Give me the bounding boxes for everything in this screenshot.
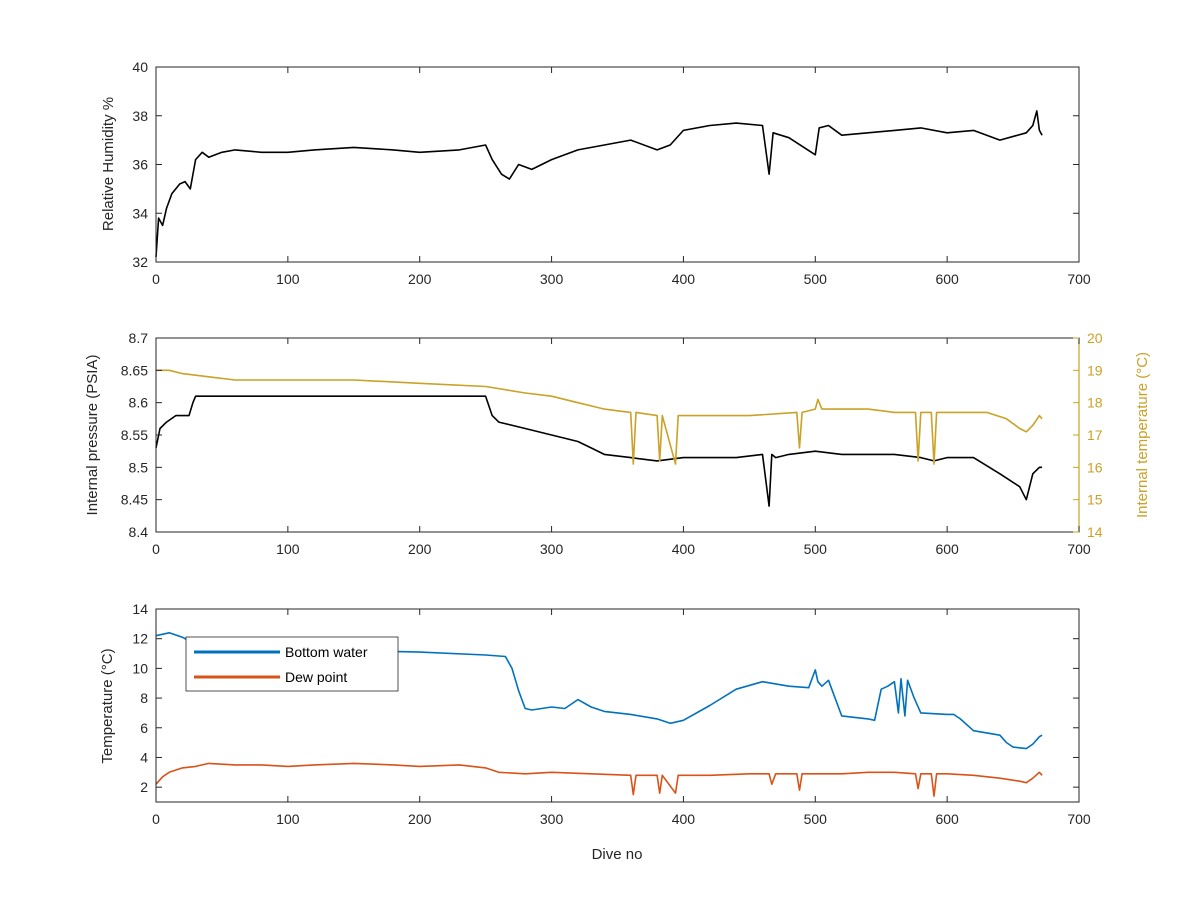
y-tick-label: 2: [140, 779, 148, 795]
humidity-panel: 0 100 200 300 400 500 600 700 32 34 36 38 40 Relati…: [100, 59, 1091, 287]
y2-tick-label: 16: [1087, 459, 1103, 475]
y2-tick-label: 17: [1087, 427, 1103, 443]
x-tick-label: 200: [408, 811, 432, 827]
x-tick-label: 0: [152, 541, 160, 557]
x-tick-label: 600: [935, 811, 959, 827]
x-tick-label: 500: [804, 541, 828, 557]
pressure-y-ticks: 8.4 8.45 8.5 8.55 8.6 8.65 8.7: [121, 330, 162, 540]
x-tick-label: 400: [672, 271, 696, 287]
x-tick-label: 0: [152, 811, 160, 827]
x-tick-label: 600: [935, 541, 959, 557]
x-tick-label: 500: [804, 271, 828, 287]
x-tick-label: 700: [1067, 541, 1091, 557]
x-tick-label: 200: [408, 271, 432, 287]
humidity-lines: [155, 110, 1043, 258]
temperature-axes-box: [155, 608, 1080, 803]
y-tick-label: 12: [132, 631, 148, 647]
y2-tick-label: 15: [1087, 492, 1103, 508]
temperature-x-ticks: 0 100 200 300 400 500 600 700: [152, 609, 1091, 827]
temperature-right-ticks: 14 15 16 17 18 19 20: [1073, 330, 1103, 540]
y-tick-label: 8.55: [121, 427, 148, 443]
pressure-x-ticks: 0 100 200 300 400 500 600 700: [152, 338, 1091, 557]
temperature-y-ticks: 2 4 6 8 10 12 14: [132, 601, 1079, 795]
x-tick-label: 500: [804, 811, 828, 827]
series-line-panel-1-series-0: [155, 395, 1043, 507]
x-tick-label: 300: [540, 811, 564, 827]
pressure-panel: 0 100 200 300 400 500 600 700 8.4 8.45 8.5 8.55 8.6…: [84, 330, 1151, 557]
y-tick-label: 32: [132, 254, 148, 270]
pressure-y-axis-label: Internal pressure (PSIA): [84, 355, 101, 516]
y2-tick-label: 14: [1087, 524, 1103, 540]
y-tick-label: 4: [140, 749, 148, 765]
y-tick-label: 34: [132, 205, 148, 221]
x-tick-label: 100: [276, 541, 300, 557]
y2-tick-label: 18: [1087, 395, 1103, 411]
x-tick-label: 300: [540, 541, 564, 557]
temperature-y-axis-label: Temperature (°C): [99, 648, 116, 763]
y-tick-label: 8.5: [129, 459, 149, 475]
y-tick-label: 14: [132, 601, 148, 617]
x-tick-label: 100: [276, 271, 300, 287]
y-tick-label: 36: [132, 157, 148, 173]
y-tick-label: 38: [132, 108, 148, 124]
x-tick-label: 300: [540, 271, 564, 287]
y-tick-label: 10: [132, 660, 148, 676]
x-tick-label: 600: [935, 271, 959, 287]
humidity-x-ticks: 0 100 200 300 400 500 600 700: [152, 67, 1091, 287]
y-tick-label: 8.6: [129, 395, 149, 411]
x-tick-label: 0: [152, 271, 160, 287]
x-tick-label: 400: [672, 541, 696, 557]
y-tick-label: 40: [132, 59, 148, 75]
y-tick-label: 8.65: [121, 362, 148, 378]
y2-tick-label: 19: [1087, 362, 1103, 378]
x-tick-label: 200: [408, 541, 432, 557]
y-tick-label: 8.7: [129, 330, 149, 346]
y-tick-label: 8.4: [129, 524, 149, 540]
internal-temperature-y-axis-label: Internal temperature (°C): [1134, 352, 1151, 518]
y-tick-label: 6: [140, 720, 148, 736]
legend: Bottom water Dew point: [185, 636, 399, 692]
series-line-dew-point: [155, 762, 1043, 797]
x-tick-label: 700: [1067, 811, 1091, 827]
humidity-y-ticks: 32 34 36 38 40: [132, 59, 1079, 270]
humidity-y-axis-label: Relative Humidity %: [100, 97, 117, 231]
temperature-lines: [155, 631, 1043, 797]
x-axis-label: Dive no: [592, 846, 643, 863]
x-tick-label: 400: [672, 811, 696, 827]
legend-label-bottom-water: Bottom water: [285, 644, 368, 660]
y-tick-label: 8.45: [121, 492, 148, 508]
y-tick-label: 8: [140, 690, 148, 706]
legend-box: [185, 636, 399, 692]
x-tick-label: 700: [1067, 271, 1091, 287]
pressure-lines: [155, 369, 1043, 507]
x-tick-label: 100: [276, 811, 300, 827]
legend-label-dew-point: Dew point: [285, 669, 347, 685]
y2-tick-label: 20: [1087, 330, 1103, 346]
series-line-panel-0-series-0: [155, 110, 1043, 258]
series-line-internal-temperature: [156, 369, 1043, 465]
series-line-bottom-water: [155, 631, 1043, 750]
temperature-panel: 0 100 200 300 400 500 600 700 2 4 6 8 10 12 14 Temper…: [99, 601, 1091, 863]
